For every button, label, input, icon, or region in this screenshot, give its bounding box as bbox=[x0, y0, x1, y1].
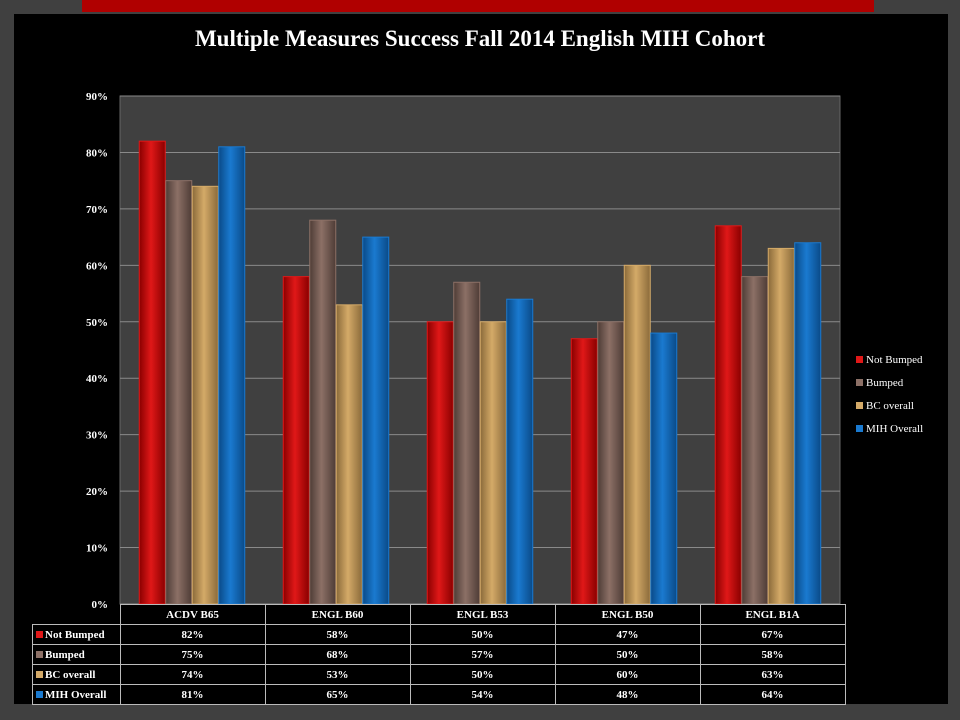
table-cell: 67% bbox=[699, 624, 846, 645]
table-cell: 82% bbox=[119, 624, 266, 645]
legend-label: Bumped bbox=[866, 376, 904, 389]
data-table: ACDV B65 ENGL B60 ENGL B53 ENGL B50 ENGL B1A… bbox=[32, 604, 846, 705]
bar-not-bumped bbox=[282, 276, 310, 605]
bar-bc-overall bbox=[623, 264, 651, 605]
table-column-header: ENGL B53 bbox=[409, 604, 556, 625]
legend-item: MIH Overall bbox=[856, 417, 923, 440]
table-cell: 64% bbox=[699, 684, 846, 705]
chart-title: Multiple Measures Success Fall 2014 Engl… bbox=[194, 26, 766, 51]
bar-bumped bbox=[741, 276, 769, 605]
legend-key-icon bbox=[36, 631, 43, 639]
table-row: BC overall 74% 53% 50% 60% 63% bbox=[32, 664, 846, 685]
table-cell: 74% bbox=[119, 664, 266, 685]
bar-not-bumped bbox=[138, 140, 166, 605]
row-header-label: Not Bumped bbox=[45, 628, 105, 641]
table-column-header: ACDV B65 bbox=[119, 604, 266, 625]
legend-swatch bbox=[856, 402, 863, 409]
y-tick-label: 70% bbox=[86, 204, 108, 216]
y-tick-label: 80% bbox=[86, 147, 108, 159]
table-row: MIH Overall 81% 65% 54% 48% 64% bbox=[32, 684, 846, 705]
legend-key-icon bbox=[36, 691, 43, 699]
table-cell: 65% bbox=[264, 684, 411, 705]
legend-key-icon bbox=[36, 671, 43, 679]
table-cell: 63% bbox=[699, 664, 846, 685]
y-tick-label: 40% bbox=[86, 373, 108, 385]
y-tick-label: 0% bbox=[92, 599, 109, 611]
bar-not-bumped bbox=[714, 225, 742, 605]
table-cell: 54% bbox=[409, 684, 556, 705]
bar-bc-overall bbox=[767, 247, 795, 605]
bar-bumped bbox=[165, 180, 193, 605]
table-cell: 48% bbox=[554, 684, 701, 705]
table-column-header: ENGL B60 bbox=[264, 604, 411, 625]
table-row: Not Bumped 82% 58% 50% 47% 67% bbox=[32, 624, 846, 645]
y-tick-label: 90% bbox=[86, 91, 108, 103]
y-tick-label: 60% bbox=[86, 260, 108, 272]
legend-item: Not Bumped bbox=[856, 348, 923, 371]
chart-legend: Not Bumped Bumped BC overall MIH Overall bbox=[856, 348, 923, 440]
bar-bumped bbox=[597, 321, 625, 605]
table-cell: 50% bbox=[554, 644, 701, 665]
bar-not-bumped bbox=[426, 321, 454, 605]
bar-not-bumped bbox=[570, 338, 598, 605]
legend-swatch bbox=[856, 379, 863, 386]
legend-label: Not Bumped bbox=[866, 353, 923, 366]
legend-swatch bbox=[856, 356, 863, 363]
bar-bc-overall bbox=[479, 321, 507, 605]
table-cell: 53% bbox=[264, 664, 411, 685]
bar-mih-overall bbox=[218, 146, 246, 605]
y-tick-label: 20% bbox=[86, 486, 108, 498]
row-header-label: Bumped bbox=[45, 648, 85, 661]
table-cell: 47% bbox=[554, 624, 701, 645]
accent-bar bbox=[82, 0, 874, 12]
table-cell: 81% bbox=[119, 684, 266, 705]
table-column-header: ENGL B50 bbox=[554, 604, 701, 625]
y-tick-label: 10% bbox=[86, 543, 108, 555]
bar-mih-overall bbox=[794, 242, 822, 605]
table-cell: 58% bbox=[264, 624, 411, 645]
y-tick-label: 50% bbox=[86, 317, 108, 329]
table-cell: 58% bbox=[699, 644, 846, 665]
legend-item: Bumped bbox=[856, 371, 923, 394]
y-tick-label: 30% bbox=[86, 430, 108, 442]
bar-bumped bbox=[309, 219, 337, 605]
bar-bumped bbox=[453, 281, 481, 605]
table-cell: 68% bbox=[264, 644, 411, 665]
legend-label: MIH Overall bbox=[866, 422, 924, 435]
row-header-label: BC overall bbox=[45, 668, 96, 681]
legend-swatch bbox=[856, 425, 863, 432]
bar-mih-overall bbox=[506, 298, 534, 605]
table-cell: 57% bbox=[409, 644, 556, 665]
table-column-header: ENGL B1A bbox=[699, 604, 846, 625]
bar-mih-overall bbox=[362, 236, 390, 605]
bar-bc-overall bbox=[335, 304, 363, 605]
bar-mih-overall bbox=[650, 332, 678, 605]
table-row: Bumped 75% 68% 57% 50% 58% bbox=[32, 644, 846, 665]
bar-bc-overall bbox=[191, 185, 219, 605]
table-cell: 60% bbox=[554, 664, 701, 685]
row-header-label: MIH Overall bbox=[45, 688, 107, 701]
legend-item: BC overall bbox=[856, 394, 923, 417]
legend-key-icon bbox=[36, 651, 43, 659]
table-cell: 50% bbox=[409, 664, 556, 685]
table-cell: 75% bbox=[119, 644, 266, 665]
table-cell: 50% bbox=[409, 624, 556, 645]
legend-label: BC overall bbox=[866, 399, 914, 412]
